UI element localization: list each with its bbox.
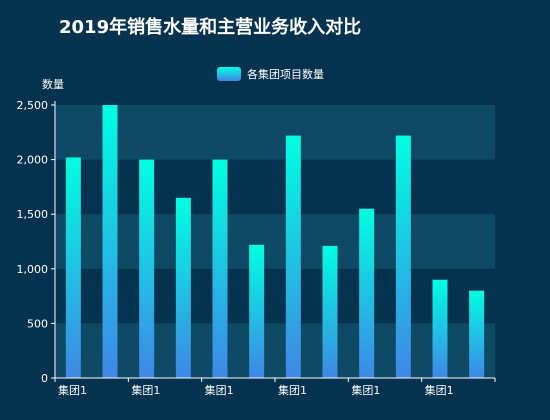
x-tick-label: 集团1 [278, 383, 307, 397]
y-tick-label: 1,000 [17, 263, 49, 276]
bar[interactable] [322, 245, 338, 378]
y-tick-label: 2,000 [17, 154, 49, 167]
bar[interactable] [65, 157, 81, 378]
y-axis-label: 数量 [42, 78, 64, 91]
bar[interactable] [432, 279, 448, 378]
bar[interactable] [212, 159, 228, 378]
bar[interactable] [175, 197, 191, 378]
x-tick-label: 集团1 [425, 383, 454, 397]
grid-band [55, 323, 495, 378]
x-tick-label: 集团1 [58, 383, 87, 397]
grid-band [55, 214, 495, 269]
bar[interactable] [249, 244, 265, 378]
x-axis-ticks: 集团1 集团1 集团1 集团1 集团1 集团1 [54, 378, 496, 397]
x-tick-label: 集团1 [131, 383, 160, 397]
y-tick-label: 1,500 [17, 208, 49, 221]
x-tick-label: 集团1 [351, 383, 380, 397]
y-axis-ticks: 0 500 1,000 1,500 2,000 2,500 [17, 99, 55, 385]
bar[interactable] [469, 290, 485, 378]
legend[interactable]: 各集团项目数量 [217, 67, 324, 81]
legend-label: 各集团项目数量 [247, 67, 324, 81]
bars [65, 105, 485, 378]
legend-swatch [217, 67, 241, 81]
bar[interactable] [359, 208, 375, 378]
y-tick-label: 0 [41, 372, 48, 385]
bar[interactable] [395, 135, 411, 378]
grid-bands [55, 105, 495, 378]
bar[interactable] [102, 105, 118, 378]
y-tick-label: 2,500 [17, 99, 49, 112]
grid-band [55, 105, 495, 160]
bar[interactable] [285, 135, 301, 378]
y-tick-label: 500 [27, 317, 48, 330]
bar[interactable] [139, 159, 155, 378]
x-tick-label: 集团1 [205, 383, 234, 397]
chart-title: 2019年销售水量和主营业务收入对比 [59, 16, 361, 38]
